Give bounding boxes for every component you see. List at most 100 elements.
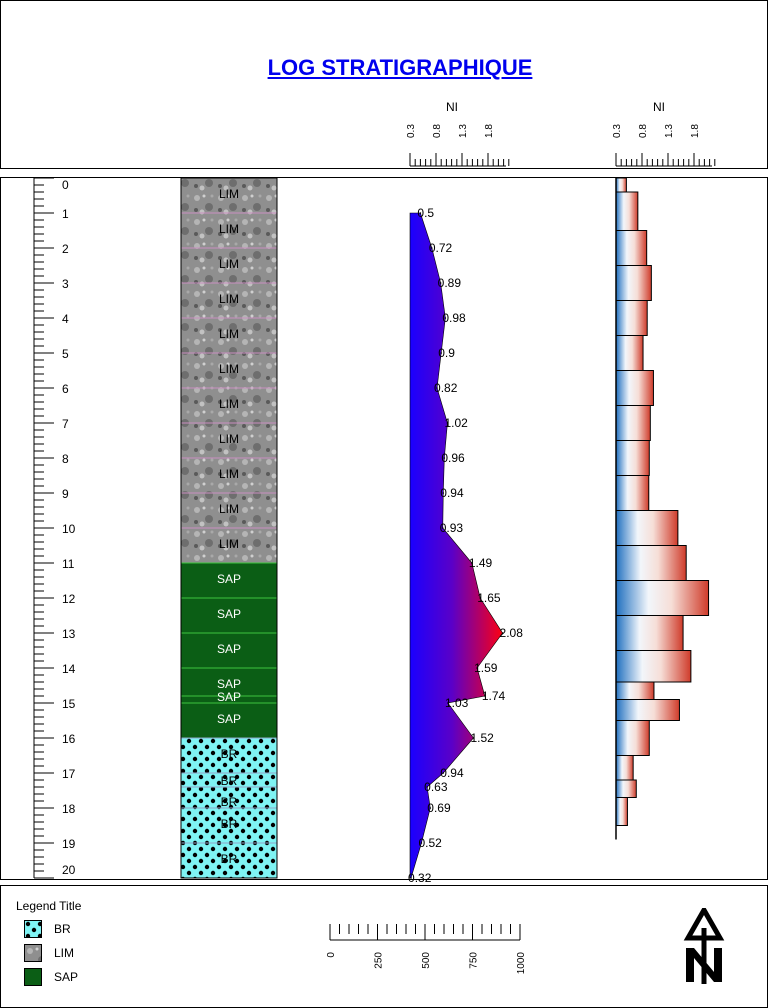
ni-bar: [615, 300, 648, 336]
lithology-label: LIM: [219, 397, 239, 411]
ni-bar: [615, 650, 692, 683]
lithology-unit-lim: [180, 247, 278, 284]
ni-data-label: 2.08: [500, 626, 524, 640]
scale-tick-label: 1.8: [484, 124, 495, 138]
ni-bar: [615, 265, 652, 301]
ni-bar: [615, 580, 710, 616]
ni-data-label: 0.72: [429, 241, 453, 255]
ni-data-label: 0.5: [417, 206, 434, 220]
ni-data-label: 1.74: [482, 689, 506, 703]
lithology-label: LIM: [219, 467, 239, 481]
ni-bar: [615, 681, 655, 700]
ni-data-label: 0.9: [438, 346, 455, 360]
lithology-unit-br: [180, 737, 278, 774]
ni-data-label: 1.65: [477, 591, 501, 605]
depth-label: 18: [62, 802, 76, 816]
lithology-unit-br: [180, 807, 278, 844]
track2-header-label: NI: [653, 100, 665, 114]
ni-bar: [615, 779, 637, 798]
depth-label: 1: [62, 207, 69, 221]
depth-label: 20: [62, 863, 76, 877]
depth-label: 8: [62, 452, 69, 466]
lithology-label: SAP: [217, 642, 241, 656]
ni-data-point: [444, 317, 447, 319]
ni-bar: [615, 335, 644, 371]
ni-data-point: [426, 786, 428, 788]
ni-data-label: 0.98: [442, 311, 466, 325]
lithology-label: SAP: [217, 712, 241, 726]
lithology-label: SAP: [217, 572, 241, 586]
legend-label: BR: [54, 922, 71, 936]
lithology-column-frame: [180, 177, 278, 879]
ni-data-label: 0.82: [434, 381, 458, 395]
ni-bar: [615, 191, 639, 231]
lithology-label: LIM: [219, 222, 239, 236]
scale-tick-label: 0.3: [406, 124, 417, 138]
depth-label: 16: [62, 732, 76, 746]
lithology-label: SAP: [217, 690, 241, 704]
depth-label: 17: [62, 767, 76, 781]
header-scales: 0.3 0.8 1.3 1.8 0.3 0.8 1.3 1.8: [406, 124, 716, 167]
header-scale-track2: 0.3 0.8 1.3 1.8: [612, 124, 716, 167]
ni-bar: [615, 545, 687, 581]
ni-bar: [615, 720, 650, 756]
ni-bar: [615, 440, 650, 476]
lithology-unit-sap: [180, 632, 278, 669]
ni-bar: [615, 699, 680, 721]
ni-bar: [615, 177, 627, 193]
ni-data-point: [447, 702, 449, 704]
ni-data-label: 1.03: [445, 696, 469, 710]
legend-title: Legend Title: [16, 899, 82, 913]
scale-tick-label: 1.3: [458, 124, 469, 138]
depth-label: 3: [62, 277, 69, 291]
ni-data-point: [431, 247, 433, 249]
ni-bar: [615, 755, 634, 781]
ni-data-point: [419, 212, 422, 214]
ni-data-label: 0.69: [427, 801, 451, 815]
depth-label: 7: [62, 417, 69, 431]
depth-label: 12: [62, 592, 76, 606]
ni-data-label: 1.59: [474, 661, 498, 675]
legend-panel: [0, 885, 768, 1008]
ni-data-point: [439, 282, 442, 284]
ni-data-point: [442, 772, 445, 774]
scale-tick-label: 1.8: [690, 124, 701, 138]
depth-label: 15: [62, 697, 76, 711]
legend-swatch-sap: [24, 968, 42, 986]
scale-tick-label: 1.3: [664, 124, 675, 138]
lithology-label: LIM: [219, 537, 239, 551]
ni-data-point: [446, 422, 449, 424]
lithology-label: BR: [221, 795, 238, 809]
depth-label: 13: [62, 627, 76, 641]
ni-bar: [615, 475, 650, 511]
lithology-unit-lim: [180, 527, 278, 564]
track1-header-label: NI: [446, 100, 458, 114]
ni-data-label: 0.94: [440, 486, 464, 500]
page-title: LOG STRATIGRAPHIQUE: [267, 55, 533, 80]
ni-bar: [615, 797, 628, 826]
ni-data-label: 0.96: [441, 451, 465, 465]
legend-label: LIM: [54, 946, 75, 960]
ni-bar: [615, 370, 654, 406]
depth-label: 0: [62, 178, 69, 192]
lithology-label: SAP: [217, 607, 241, 621]
lithology-label: BR: [221, 852, 238, 866]
ni-data-point: [479, 597, 482, 599]
depth-label: 14: [62, 662, 76, 676]
ni-data-point: [472, 737, 475, 739]
ni-data-label: 0.32: [408, 871, 432, 885]
ni-data-point: [471, 562, 473, 564]
ni-data-point: [484, 695, 486, 697]
depth-label: 5: [62, 347, 69, 361]
legend-label: SAP: [54, 970, 79, 984]
lithology-label: LIM: [219, 502, 239, 516]
lithology-label: LIM: [219, 327, 239, 341]
lithology-label: LIM: [219, 292, 239, 306]
legend-swatch-br: [24, 920, 42, 938]
north-arrow-icon: [683, 908, 725, 984]
ni-data-label: 0.63: [424, 780, 448, 794]
depth-label: 2: [62, 242, 69, 256]
depth-label: 6: [62, 382, 69, 396]
depth-label: 9: [62, 487, 69, 501]
ni-data-point: [501, 632, 504, 634]
